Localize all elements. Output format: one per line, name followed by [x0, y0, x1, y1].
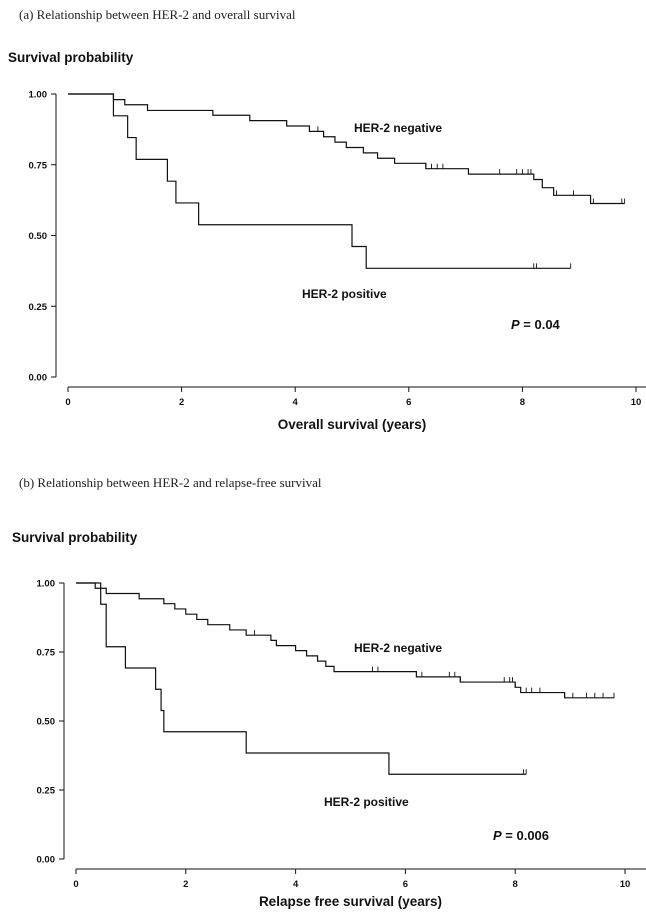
survival-chart-a: 0.00 0.25 0.50 0.75 1.00 0 2 4 6 8 10 Overall survi…: [29, 90, 646, 432]
y-tick-label-b-4: 1.00: [37, 579, 56, 590]
p-value-b: P = 0.006: [493, 828, 549, 843]
x-tick-label-b-5: 10: [620, 879, 631, 890]
caption-b: (b) Relationship between HER-2 and relap…: [19, 475, 322, 490]
x-tick-label-b-0: 0: [73, 879, 78, 890]
y-axis-title-b: Survival probability: [12, 530, 138, 545]
x-axis-title-b: Relapse free survival (years): [259, 894, 442, 909]
y-tick-label-a-4: 1.00: [29, 90, 48, 101]
series-label-negative-b: HER-2 negative: [354, 641, 442, 655]
x-tick-label-a-4: 8: [520, 397, 525, 408]
y-tick-label-b-2: 0.50: [37, 717, 56, 728]
x-tick-label-b-4: 8: [513, 879, 518, 890]
y-tick-label-b-1: 0.25: [37, 786, 56, 797]
x-axis-title-a: Overall survival (years): [278, 417, 427, 432]
km-curve-positive-a: [68, 93, 571, 269]
y-tick-label-b-0: 0.00: [37, 855, 56, 866]
x-tick-label-a-3: 6: [406, 397, 411, 408]
x-tick-label-a-1: 2: [179, 397, 184, 408]
y-axis-title-a: Survival probability: [8, 50, 134, 65]
series-label-negative-a: HER-2 negative: [354, 121, 442, 135]
caption-a: (a) Relationship between HER-2 and overa…: [19, 7, 296, 22]
x-tick-label-a-2: 4: [293, 397, 299, 408]
y-tick-label-b-3: 0.75: [37, 648, 56, 659]
series-label-positive-b: HER-2 positive: [324, 795, 409, 809]
series-label-positive-a: HER-2 positive: [302, 287, 387, 301]
y-tick-label-a-3: 0.75: [29, 160, 48, 171]
y-tick-label-a-0: 0.00: [29, 373, 48, 384]
p-value-a: P = 0.04: [511, 317, 561, 332]
x-tick-label-a-5: 10: [631, 397, 642, 408]
x-tick-label-a-0: 0: [65, 397, 70, 408]
x-tick-label-b-1: 2: [183, 879, 188, 890]
km-curve-positive-b: [76, 582, 527, 775]
km-curve-negative-a: [68, 93, 625, 205]
y-tick-label-a-1: 0.25: [29, 302, 48, 313]
x-tick-label-b-3: 6: [403, 879, 408, 890]
y-tick-label-a-2: 0.50: [29, 231, 48, 242]
x-tick-label-b-2: 4: [293, 879, 299, 890]
km-curve-negative-b: [76, 582, 615, 699]
